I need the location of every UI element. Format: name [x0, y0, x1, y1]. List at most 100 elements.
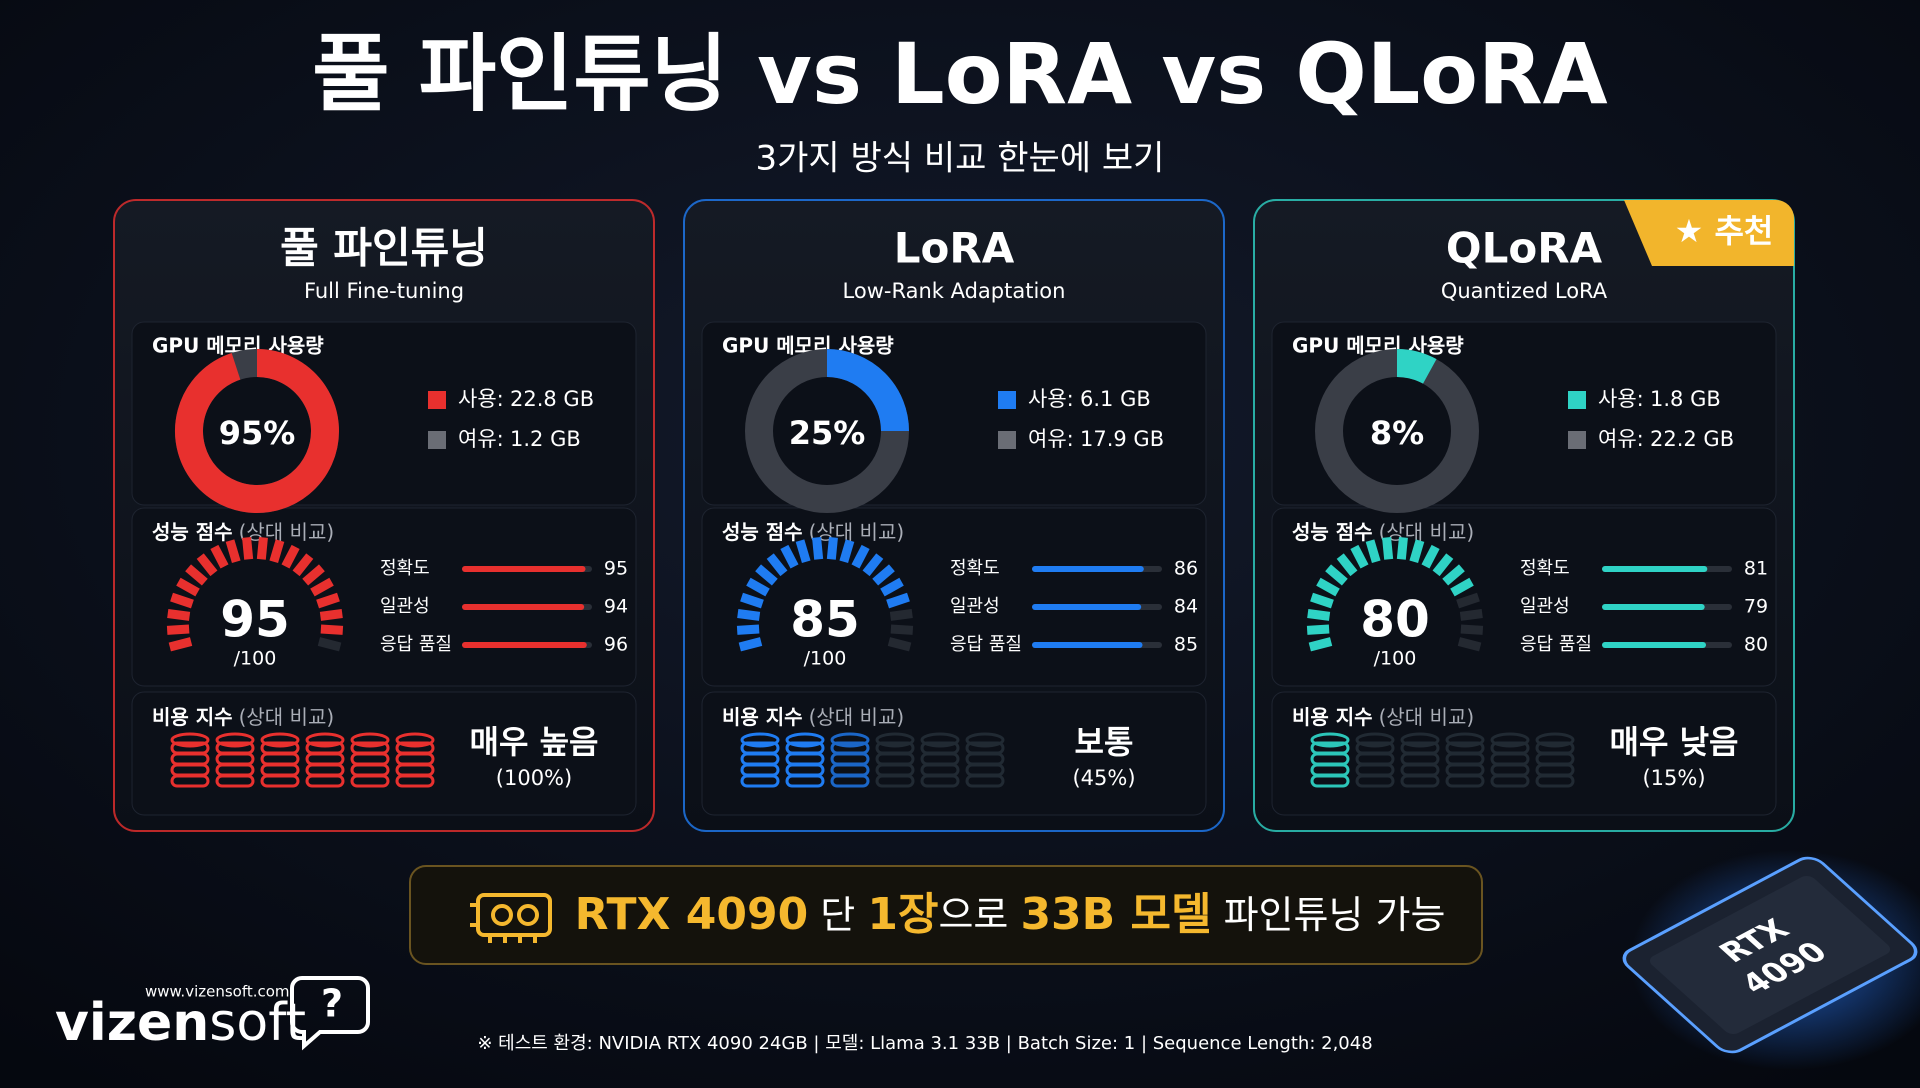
panel	[701, 691, 1207, 816]
coin	[1490, 752, 1530, 766]
coin-top	[1310, 732, 1350, 748]
panel-label: 비용 지수 (상대 비교)	[722, 705, 904, 729]
gpu-icon	[470, 893, 552, 943]
gauge-segment	[738, 637, 763, 652]
metric-bar	[1032, 604, 1142, 610]
badge-shape	[1624, 200, 1794, 266]
gauge-segment	[740, 592, 764, 609]
gauge-segment	[862, 553, 884, 577]
legend-label: 여유:	[1598, 427, 1644, 451]
gauge-segment	[889, 609, 913, 621]
gauge-segment	[269, 539, 285, 563]
coin	[1445, 741, 1485, 755]
legend-swatch	[1568, 431, 1586, 449]
metric-value: 84	[1174, 596, 1198, 618]
gauge-segment	[1459, 609, 1483, 621]
donut-arc	[175, 349, 339, 513]
banner-part: 단	[808, 893, 867, 937]
label-note: (상대 비교)	[809, 705, 905, 729]
gauge-segment	[176, 577, 200, 597]
legend-swatch	[428, 431, 446, 449]
coin	[1400, 741, 1440, 755]
gauge-segment	[755, 564, 778, 586]
legend-value: 6.1 GB	[1080, 387, 1151, 411]
metric-value: 80	[1744, 634, 1768, 656]
gauge-score: 85	[790, 591, 860, 649]
legend-label: 사용:	[458, 387, 504, 411]
coin	[830, 741, 870, 755]
coin	[1535, 774, 1575, 788]
legend-label: 여유:	[1028, 427, 1074, 451]
coin	[965, 763, 1005, 777]
donut-label: 25%	[789, 414, 866, 452]
metric-name: 정확도	[1520, 558, 1570, 579]
legend-swatch	[998, 391, 1016, 409]
metric-name: 응답 품질	[950, 634, 1022, 655]
legend-swatch	[998, 431, 1016, 449]
gauge-segment	[1336, 553, 1358, 577]
legend-label: 여유:	[458, 427, 504, 451]
gauge-segment	[167, 609, 191, 621]
coin-stack	[1490, 732, 1530, 788]
coin	[875, 741, 915, 755]
banner-part: RTX 4090	[575, 889, 809, 940]
coin-top	[260, 732, 300, 748]
gauge-segment	[302, 564, 325, 586]
metric-value: 79	[1744, 596, 1768, 618]
coin-top	[1535, 732, 1575, 748]
coin	[1535, 741, 1575, 755]
gauge-segment	[310, 577, 334, 597]
coin	[1400, 752, 1440, 766]
gauge-max: /100	[234, 648, 277, 670]
donut-arc	[1396, 349, 1437, 384]
coin	[965, 774, 1005, 788]
coin	[1490, 741, 1530, 755]
label-main: 성능 점수	[152, 520, 233, 544]
coin-top	[395, 732, 435, 748]
label-note: (상대 비교)	[239, 705, 335, 729]
gauge-segment	[225, 539, 241, 563]
gauge-segment	[1421, 544, 1440, 569]
coin	[1445, 752, 1485, 766]
gauge-segment	[1350, 544, 1369, 569]
gauge-segment	[168, 637, 193, 652]
banner	[409, 865, 1483, 965]
gauge-segment	[890, 624, 914, 635]
gauge-segment	[242, 536, 254, 560]
coin	[1355, 752, 1395, 766]
gauge-segment	[1457, 637, 1482, 652]
coin-stack	[395, 732, 435, 788]
donut-arc	[826, 349, 909, 432]
gauge-segment	[316, 592, 340, 609]
label-main: 비용 지수	[152, 705, 233, 729]
legend-value: 1.8 GB	[1650, 387, 1721, 411]
gauge-segment	[1442, 564, 1465, 586]
coin-stack	[1445, 732, 1485, 788]
subtitle: 3가지 방식 비교 한눈에 보기	[756, 139, 1165, 179]
coin-stack	[170, 732, 210, 788]
legend-label: 사용:	[1028, 387, 1074, 411]
coin	[920, 752, 960, 766]
gauge-segment	[1306, 624, 1330, 635]
coin-top	[965, 732, 1005, 748]
legend-value: 17.9 GB	[1080, 427, 1164, 451]
coin	[1535, 752, 1575, 766]
coin	[170, 741, 210, 755]
coin	[1535, 763, 1575, 777]
coin-top	[170, 732, 210, 748]
label-main: 성능 점수	[1292, 520, 1373, 544]
panel-label: 성능 점수 (상대 비교)	[1292, 520, 1474, 544]
legend-label: 사용:	[1598, 387, 1644, 411]
gauge-segment	[1325, 564, 1348, 586]
gauge-segment	[887, 637, 912, 652]
gauge-max: /100	[1374, 648, 1417, 670]
gauge-segment	[812, 536, 824, 560]
card-title: QLoRA	[1446, 224, 1603, 273]
coin	[1355, 774, 1395, 788]
gauge-segment	[281, 544, 300, 569]
gauge-segment	[1307, 609, 1331, 621]
coin	[920, 763, 960, 777]
coin-stack	[740, 732, 780, 788]
